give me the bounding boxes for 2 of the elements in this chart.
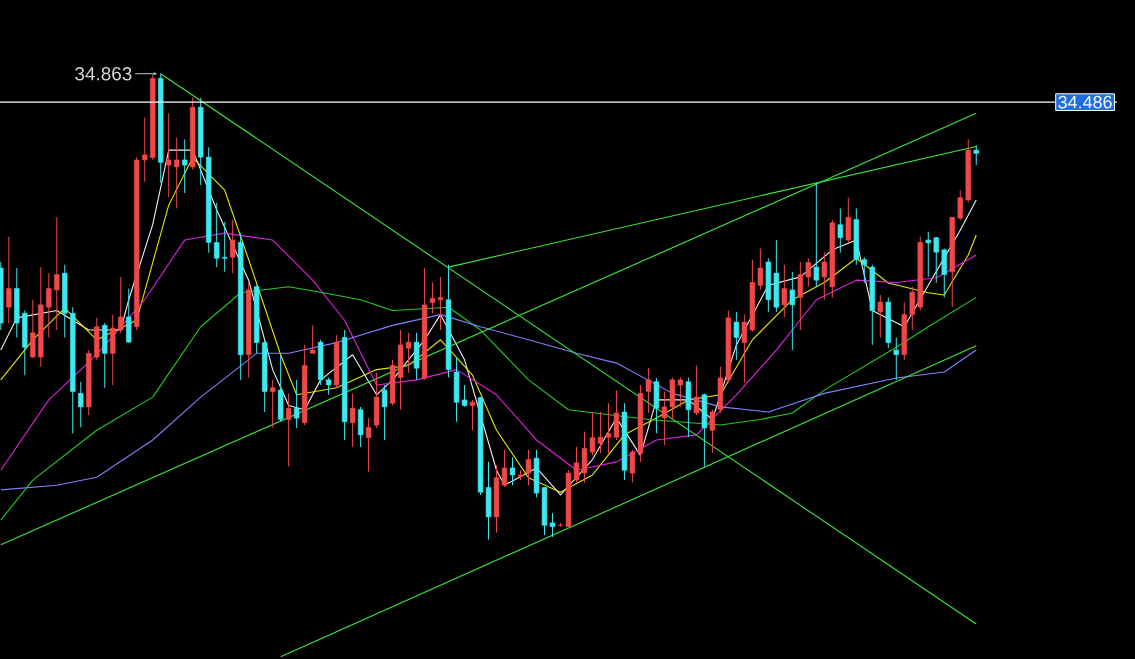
text: 34.486 [1058,95,1112,109]
annotation: 34.863 [75,67,132,81]
